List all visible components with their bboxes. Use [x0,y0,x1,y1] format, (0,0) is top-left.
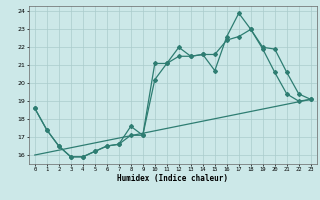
X-axis label: Humidex (Indice chaleur): Humidex (Indice chaleur) [117,174,228,183]
